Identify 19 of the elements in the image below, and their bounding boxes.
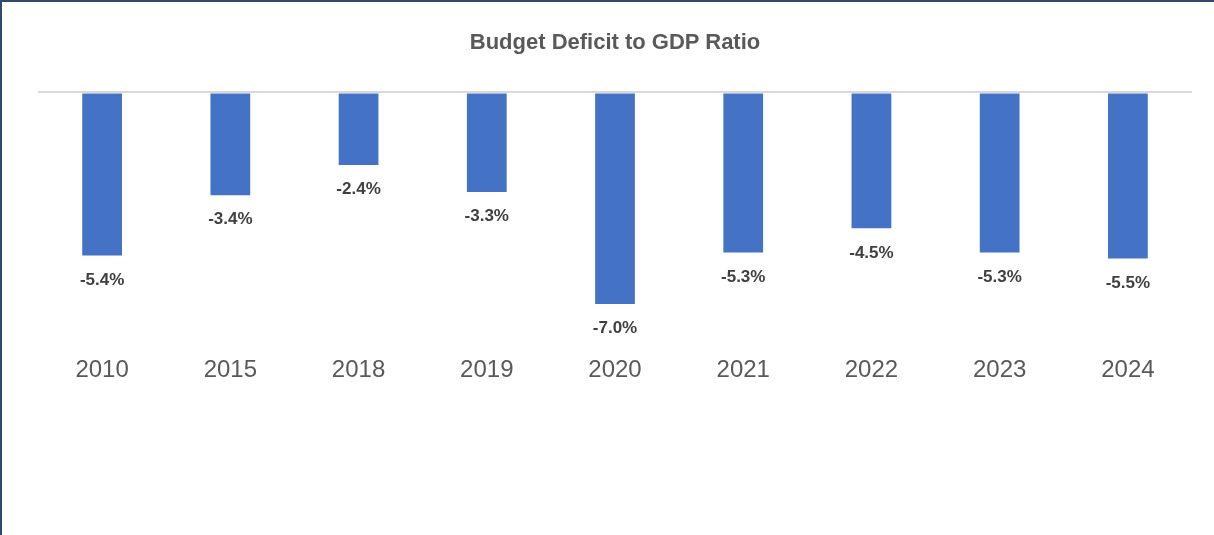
data-label: -5.3% [977,266,1022,286]
data-label: -3.4% [208,209,253,229]
data-label: -2.4% [336,179,381,199]
data-label: -4.5% [849,242,894,262]
chart-title: Budget Deficit to GDP Ratio [469,29,761,55]
data-label: -7.0% [592,318,638,338]
x-tick-label: 2018 [331,355,386,383]
x-tick-label: 2020 [588,355,642,383]
x-tick-label: 2022 [844,355,899,383]
x-tick-label: 2015 [203,355,258,383]
data-label: -3.3% [464,206,509,226]
data-label: -5.5% [1105,272,1151,292]
x-tick-label: 2010 [75,355,129,383]
x-tick-label: 2024 [1101,355,1155,383]
x-tick-label: 2019 [460,355,514,383]
data-label: -5.3% [721,266,766,286]
x-tick-label: 2021 [716,355,770,383]
data-label: -5.4% [79,269,125,289]
x-tick-label: 2023 [972,355,1027,383]
